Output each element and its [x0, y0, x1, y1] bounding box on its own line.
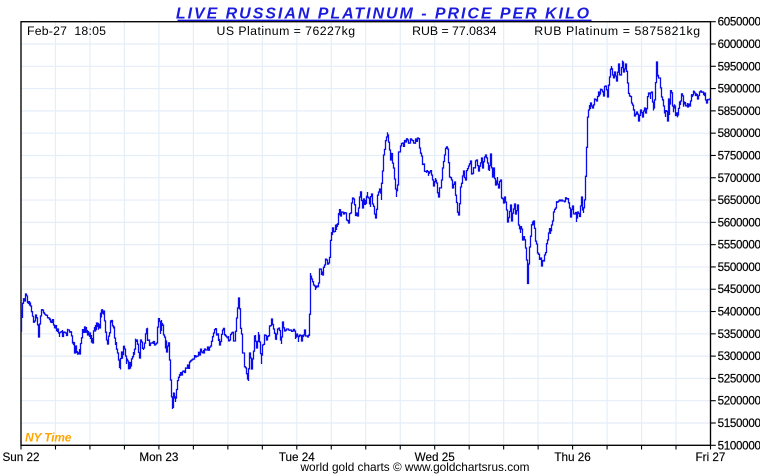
svg-text:5900000: 5900000 — [718, 83, 760, 96]
svg-text:5250000: 5250000 — [718, 372, 760, 385]
svg-text:Sun 22: Sun 22 — [2, 451, 39, 464]
svg-text:RUB Platinum = 5875821kg: RUB Platinum = 5875821kg — [534, 24, 701, 38]
svg-text:Fri 27: Fri 27 — [696, 451, 726, 464]
svg-text:RUB = 77.0834: RUB = 77.0834 — [412, 24, 497, 38]
svg-text:5500000: 5500000 — [718, 261, 760, 274]
svg-text:5450000: 5450000 — [718, 283, 760, 296]
svg-text:5150000: 5150000 — [718, 417, 760, 430]
svg-text:LIVE RUSSIAN PLATINUM - PRICE: LIVE RUSSIAN PLATINUM - PRICE PER KILO — [176, 6, 591, 23]
svg-text:Thu 26: Thu 26 — [554, 451, 590, 464]
svg-text:Feb-27 18:05: Feb-27 18:05 — [27, 24, 106, 38]
svg-text:5200000: 5200000 — [718, 395, 760, 408]
svg-text:Mon 23: Mon 23 — [139, 451, 178, 464]
svg-text:5650000: 5650000 — [718, 194, 760, 207]
svg-text:US Platinum = 76227kg: US Platinum = 76227kg — [217, 24, 356, 38]
svg-text:5400000: 5400000 — [718, 306, 760, 319]
svg-text:Wed 25: Wed 25 — [415, 451, 456, 464]
svg-text:world gold charts © www.goldch: world gold charts © www.goldchartsrus.co… — [300, 460, 530, 474]
svg-text:5600000: 5600000 — [718, 216, 760, 229]
svg-text:5800000: 5800000 — [718, 127, 760, 140]
svg-text:6050000: 6050000 — [718, 16, 760, 29]
svg-text:6000000: 6000000 — [718, 38, 760, 51]
svg-text:NY Time: NY Time — [25, 431, 72, 445]
svg-text:Tue 24: Tue 24 — [279, 451, 315, 464]
svg-text:5850000: 5850000 — [718, 105, 760, 118]
svg-text:5950000: 5950000 — [718, 60, 760, 73]
svg-text:5700000: 5700000 — [718, 172, 760, 185]
svg-text:5350000: 5350000 — [718, 328, 760, 341]
svg-text:5750000: 5750000 — [718, 149, 760, 162]
svg-text:5550000: 5550000 — [718, 239, 760, 252]
svg-text:5100000: 5100000 — [718, 439, 760, 452]
svg-text:5300000: 5300000 — [718, 350, 760, 363]
